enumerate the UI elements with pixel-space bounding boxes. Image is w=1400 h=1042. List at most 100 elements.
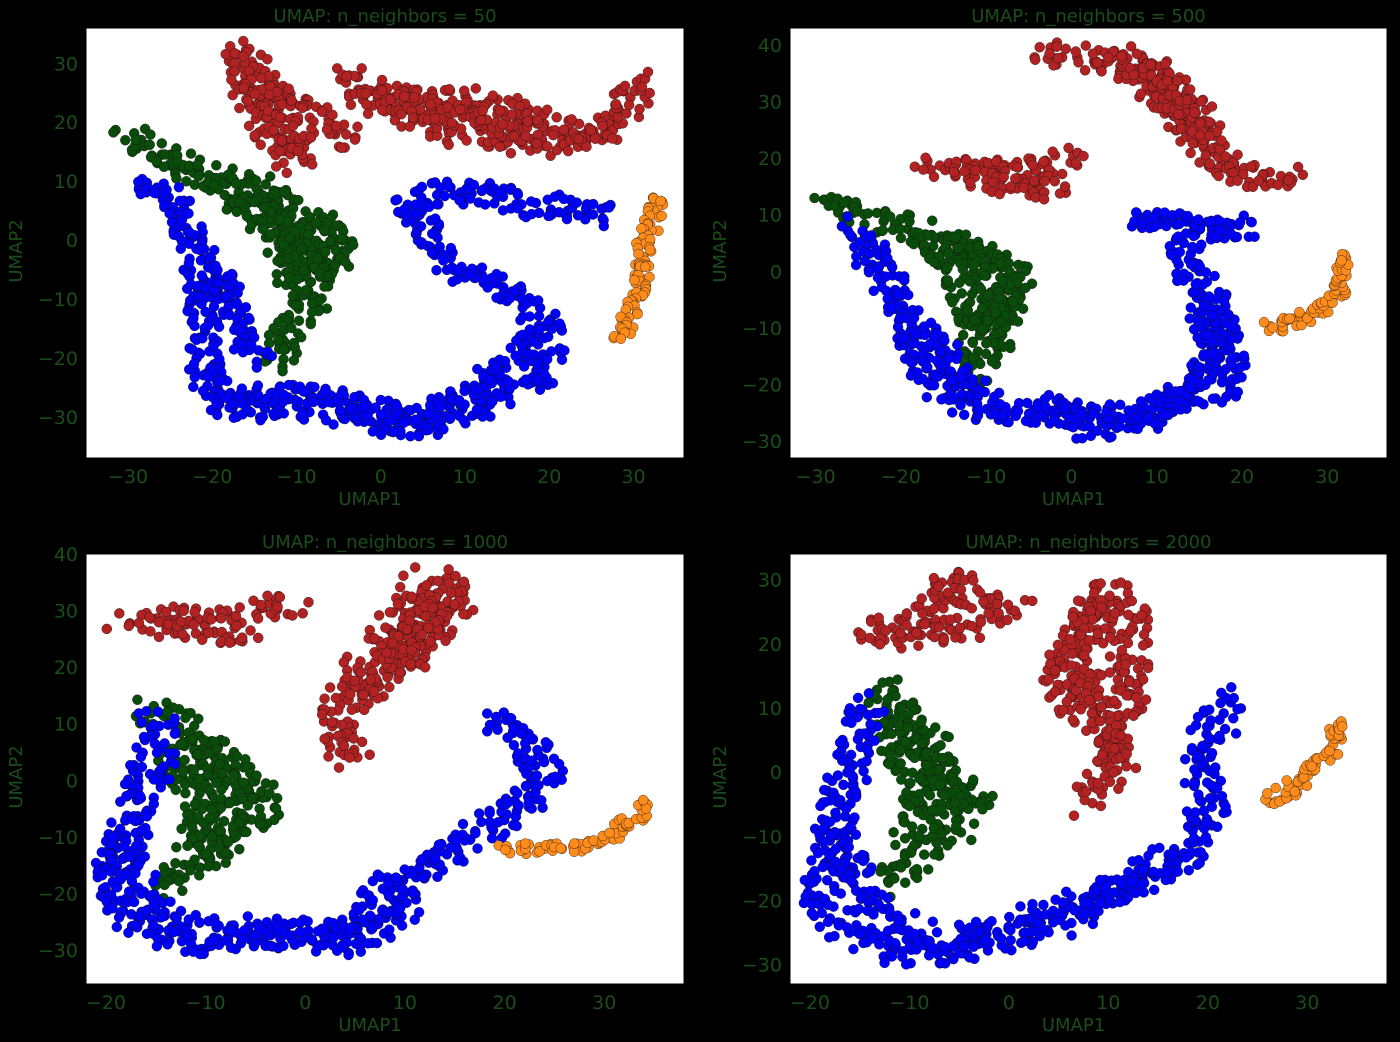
point xyxy=(521,131,531,141)
point xyxy=(275,146,285,156)
point xyxy=(1039,157,1049,167)
x-tick-label: 20 xyxy=(1230,466,1254,488)
point xyxy=(160,880,170,890)
x-tick-label: 30 xyxy=(592,992,616,1014)
point xyxy=(1220,152,1230,162)
point xyxy=(241,302,251,312)
point xyxy=(1246,162,1256,172)
point xyxy=(420,611,430,621)
point xyxy=(956,400,966,410)
point xyxy=(307,935,317,945)
point xyxy=(235,197,245,207)
point xyxy=(327,717,337,727)
point xyxy=(923,231,933,241)
point xyxy=(973,241,983,251)
point xyxy=(1204,292,1214,302)
point xyxy=(304,597,314,607)
point xyxy=(1227,229,1237,239)
y-tick-label: −10 xyxy=(38,827,78,849)
point xyxy=(1195,158,1205,168)
point xyxy=(420,662,430,672)
point xyxy=(471,83,481,93)
point xyxy=(204,748,214,758)
point xyxy=(246,626,256,636)
point xyxy=(544,211,554,221)
point xyxy=(1005,267,1015,277)
point xyxy=(160,150,170,160)
point xyxy=(129,897,139,907)
point xyxy=(947,408,957,418)
point xyxy=(995,189,1005,199)
point xyxy=(1259,317,1269,327)
point xyxy=(1161,59,1171,69)
point xyxy=(1117,414,1127,424)
point xyxy=(289,355,299,365)
point xyxy=(163,619,173,629)
point xyxy=(186,149,196,159)
point xyxy=(190,607,200,617)
point xyxy=(1064,143,1074,153)
point xyxy=(180,755,190,765)
point xyxy=(845,230,855,240)
point xyxy=(1013,317,1023,327)
point xyxy=(512,788,522,798)
point xyxy=(141,706,151,716)
point xyxy=(1092,58,1102,68)
x-tick-label: 30 xyxy=(1315,466,1339,488)
point xyxy=(906,357,916,367)
point xyxy=(1247,217,1257,227)
point xyxy=(243,911,253,921)
point xyxy=(322,125,332,135)
point xyxy=(174,182,184,192)
point xyxy=(918,374,928,384)
point xyxy=(363,938,373,948)
point xyxy=(462,136,472,146)
point xyxy=(219,816,229,826)
point xyxy=(1233,150,1243,160)
chart-panel-1: −30 −20 −10 0 10 20 30−30−20−100102030UMAP1UMA… xyxy=(6,6,684,510)
point xyxy=(152,941,162,951)
point xyxy=(1196,240,1206,250)
point xyxy=(445,413,455,423)
point xyxy=(534,208,544,218)
point xyxy=(250,131,260,141)
point xyxy=(271,803,281,813)
point xyxy=(1195,131,1205,141)
point xyxy=(1035,42,1045,52)
point xyxy=(321,415,331,425)
y-tick-label: 0 xyxy=(66,230,78,252)
x-tick-label: 10 xyxy=(1145,466,1169,488)
point xyxy=(376,430,386,440)
point xyxy=(256,600,266,610)
point xyxy=(446,243,456,253)
point xyxy=(216,376,226,386)
point xyxy=(432,199,442,209)
point xyxy=(377,86,387,96)
point xyxy=(435,402,445,412)
point xyxy=(465,270,475,280)
point xyxy=(656,196,666,206)
point xyxy=(284,84,294,94)
point xyxy=(384,925,394,935)
point xyxy=(398,571,408,581)
point xyxy=(345,689,355,699)
x-tick-label: 30 xyxy=(621,466,645,488)
y-tick-label: 0 xyxy=(66,770,78,792)
point xyxy=(272,793,282,803)
point xyxy=(125,852,135,862)
point xyxy=(1228,352,1238,362)
y-tick-label: 10 xyxy=(758,205,782,227)
point xyxy=(160,738,170,748)
point xyxy=(114,913,124,923)
point xyxy=(259,203,269,213)
point xyxy=(262,54,272,64)
point xyxy=(885,212,895,222)
point xyxy=(172,913,182,923)
point xyxy=(1048,147,1058,157)
point xyxy=(313,926,323,936)
point xyxy=(179,606,189,616)
point xyxy=(1039,194,1049,204)
point xyxy=(929,172,939,182)
point xyxy=(134,618,144,628)
point xyxy=(209,936,219,946)
